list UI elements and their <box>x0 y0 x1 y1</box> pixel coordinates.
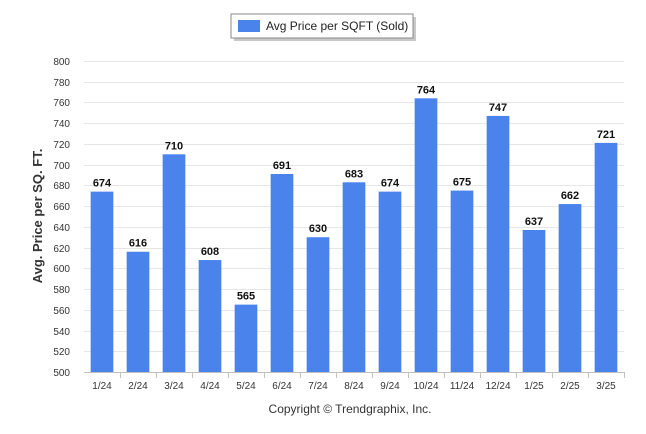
bar <box>414 98 438 372</box>
bar-value-label: 691 <box>273 160 291 172</box>
bar-value-label: 662 <box>561 190 579 202</box>
y-tick-label: 660 <box>53 202 70 213</box>
bar <box>162 154 186 372</box>
y-tick-label: 560 <box>53 306 70 317</box>
y-tick-label: 800 <box>53 57 70 68</box>
bar <box>306 237 330 372</box>
bar <box>522 229 546 372</box>
y-tick-label: 760 <box>53 98 70 109</box>
y-tick-label: 740 <box>53 119 70 130</box>
x-tick-label: 9/24 <box>380 381 400 392</box>
bar-value-label: 616 <box>129 238 147 250</box>
bar-value-label: 683 <box>345 168 363 180</box>
y-axis-title: Avg. Price per SQ. FT. <box>30 149 45 284</box>
x-tick-label: 11/24 <box>450 381 475 392</box>
bars <box>90 98 618 373</box>
bar <box>126 251 150 372</box>
y-tick-label: 520 <box>53 347 70 358</box>
bar <box>90 191 114 372</box>
bar <box>198 260 222 372</box>
x-tick-label: 3/24 <box>164 381 184 392</box>
bar <box>558 204 582 372</box>
x-axis-ticks: 1/24 2/24 3/24 4/24 5/24 6/24 7/24 8/24 9/24 10/2… <box>92 372 625 392</box>
bar <box>342 182 366 372</box>
bar <box>450 190 474 372</box>
x-tick-label: 2/24 <box>128 381 148 392</box>
bar <box>270 173 294 372</box>
y-tick-label: 600 <box>53 264 70 275</box>
x-tick-label: 1/25 <box>524 381 544 392</box>
x-tick-label: 3/25 <box>596 381 616 392</box>
y-axis-ticks: 500 520 540 560 580 600 620 640 660 680 700 720 740 7… <box>53 57 70 379</box>
bar-value-label: 674 <box>381 178 400 190</box>
copyright-text: Copyright © Trendgraphix, Inc. <box>269 402 432 416</box>
y-tick-label: 700 <box>53 161 70 172</box>
y-tick-label: 640 <box>53 223 70 234</box>
bar-value-label: 675 <box>453 177 471 189</box>
bar-value-label: 565 <box>237 291 255 303</box>
y-tick-label: 780 <box>53 78 70 89</box>
bar-value-label: 637 <box>525 216 543 228</box>
bar-value-label: 674 <box>93 178 112 190</box>
legend-swatch <box>238 20 260 32</box>
x-tick-label: 1/24 <box>92 381 112 392</box>
y-tick-label: 580 <box>53 285 70 296</box>
y-tick-label: 680 <box>53 181 70 192</box>
bar-value-label: 630 <box>309 223 327 235</box>
y-tick-label: 500 <box>53 368 70 379</box>
bar-value-labels: 674 616 710 608 565 691 630 683 674 764 675 747 637 6… <box>93 84 615 302</box>
bar <box>594 142 618 372</box>
legend-label: Avg Price per SQFT (Sold) <box>266 19 408 33</box>
x-tick-label: 12/24 <box>485 381 510 392</box>
x-tick-label: 10/24 <box>413 381 438 392</box>
bar-value-label: 721 <box>597 129 615 141</box>
bar-value-label: 747 <box>489 102 507 114</box>
bar <box>234 304 258 372</box>
bar-value-label: 608 <box>201 246 219 258</box>
x-tick-label: 6/24 <box>272 381 292 392</box>
x-tick-label: 5/24 <box>236 381 256 392</box>
x-tick-label: 4/24 <box>200 381 220 392</box>
bar <box>378 191 402 372</box>
bar <box>486 115 510 373</box>
x-tick-label: 7/24 <box>308 381 328 392</box>
y-tick-label: 720 <box>53 140 70 151</box>
legend: Avg Price per SQFT (Sold) <box>230 13 416 41</box>
bar-value-label: 710 <box>165 140 183 152</box>
y-tick-label: 620 <box>53 244 70 255</box>
y-tick-label: 540 <box>53 327 70 338</box>
x-tick-label: 8/24 <box>344 381 364 392</box>
bar-value-label: 764 <box>417 84 436 96</box>
x-tick-label: 2/25 <box>560 381 580 392</box>
